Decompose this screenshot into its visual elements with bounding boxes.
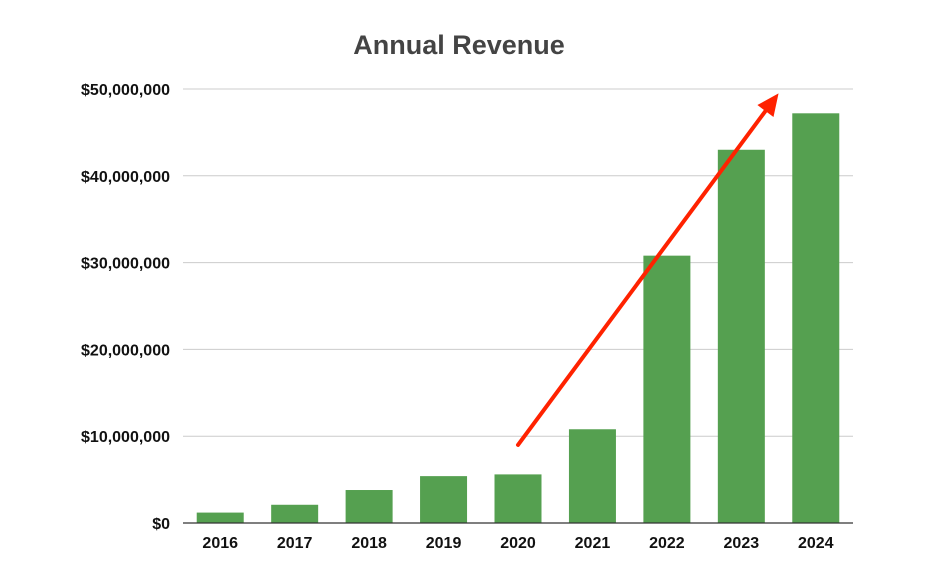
bar-2016 — [196, 512, 244, 523]
chart-title: Annual Revenue — [353, 30, 565, 60]
y-tick-label-5: $50,000,000 — [81, 82, 170, 99]
x-tick-label-2024: 2024 — [798, 535, 834, 552]
x-tick-label-2016: 2016 — [202, 535, 238, 552]
bar-2021 — [568, 429, 616, 523]
bar-2020 — [494, 474, 542, 523]
y-tick-label-3: $30,000,000 — [81, 256, 170, 273]
trend-arrow-head — [757, 93, 779, 117]
bar-2017 — [271, 504, 319, 523]
y-tick-label-2: $20,000,000 — [81, 342, 170, 359]
trend-arrow-shaft — [516, 109, 768, 447]
bars — [183, 113, 853, 524]
x-tick-label-2018: 2018 — [351, 535, 387, 552]
x-axis-tick-labels: 2016 2017 2018 2019 2020 2021 2022 2023 2024 — [202, 535, 833, 552]
x-tick-label-2019: 2019 — [426, 535, 462, 552]
bar-2018 — [345, 490, 393, 523]
bar-2019 — [420, 476, 468, 523]
trend-annotation — [516, 93, 779, 447]
y-axis-tick-labels: $0 $10,000,000 $20,000,000 $30,000,000 $40,0… — [81, 82, 170, 533]
y-tick-label-4: $40,000,000 — [81, 169, 170, 186]
x-tick-label-2021: 2021 — [575, 535, 611, 552]
bar-2022 — [643, 255, 691, 523]
y-tick-label-0: $0 — [152, 516, 170, 533]
x-tick-label-2023: 2023 — [724, 535, 760, 552]
y-tick-label-1: $10,000,000 — [81, 429, 170, 446]
bar-2023 — [717, 149, 765, 523]
x-tick-label-2022: 2022 — [649, 535, 685, 552]
bar-2024 — [792, 113, 840, 523]
x-tick-label-2017: 2017 — [277, 535, 313, 552]
x-tick-label-2020: 2020 — [500, 535, 536, 552]
